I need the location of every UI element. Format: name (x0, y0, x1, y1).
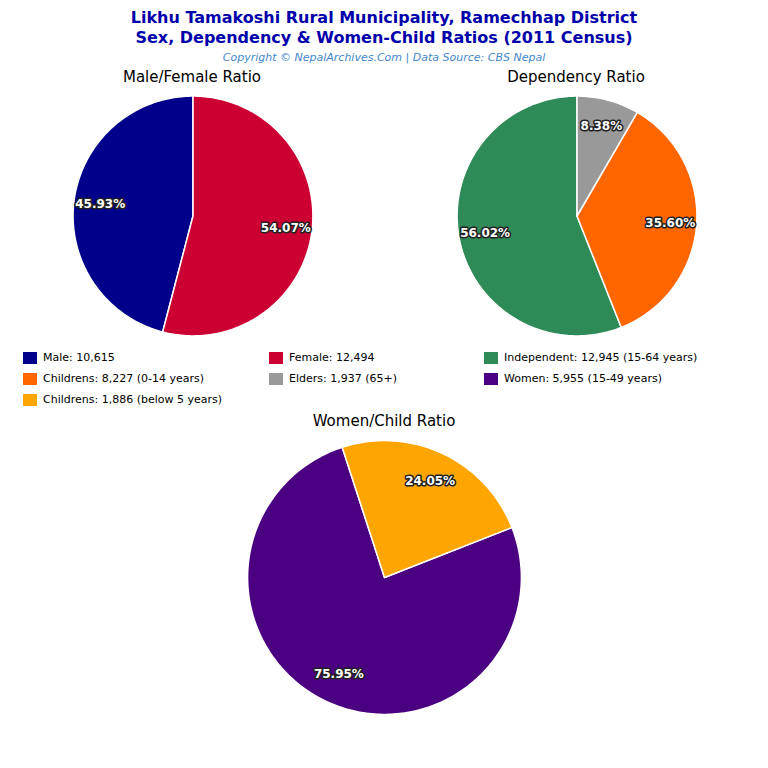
html-text:Childrens: 1,886 (below 5 year: Childrens: 1,886 (below 5 years) (43, 393, 223, 406)
html-text:Copyright © NepalArchives.Com: Copyright © NepalArchives.Com | Data Sou… (222, 51, 546, 64)
svg-text:45.93%: 45.93% (75, 197, 125, 211)
html-text:Male/Female Ratio: Male/Female Ratio (122, 68, 261, 86)
svg-text:75.95%: 75.95% (314, 667, 364, 681)
html-text:Elders: 1,937 (65+): Elders: 1,937 (65+) (289, 372, 397, 385)
html-text:Women/Child Ratio: Women/Child Ratio (312, 412, 456, 430)
html-text:Dependency Ratio: Dependency Ratio (507, 68, 645, 86)
html-text:Sex, Dependency & Women-Child: Sex, Dependency & Women-Child Ratios (20… (135, 28, 633, 47)
svg-text:56.02%: 56.02% (460, 226, 510, 240)
svg-text:35.60%: 35.60% (645, 216, 695, 230)
svg-text:24.05%: 24.05% (405, 474, 455, 488)
html-text:Childrens: 8,227 (0-14 years): Childrens: 8,227 (0-14 years) (43, 372, 204, 385)
html-text:Male: 10,615: Male: 10,615 (43, 351, 115, 364)
svg-text:8.38%: 8.38% (580, 119, 622, 133)
html-text:Likhu Tamakoshi Rural Municipa: Likhu Tamakoshi Rural Municipality, Rame… (130, 8, 638, 27)
html-text:Female: 12,494: Female: 12,494 (289, 351, 375, 364)
svg-text:54.07%: 54.07% (260, 221, 310, 235)
html-text:Women: 5,955 (15-49 years): Women: 5,955 (15-49 years) (504, 372, 662, 385)
html-text:Independent: 12,945 (15-64 yea: Independent: 12,945 (15-64 years) (504, 351, 698, 364)
